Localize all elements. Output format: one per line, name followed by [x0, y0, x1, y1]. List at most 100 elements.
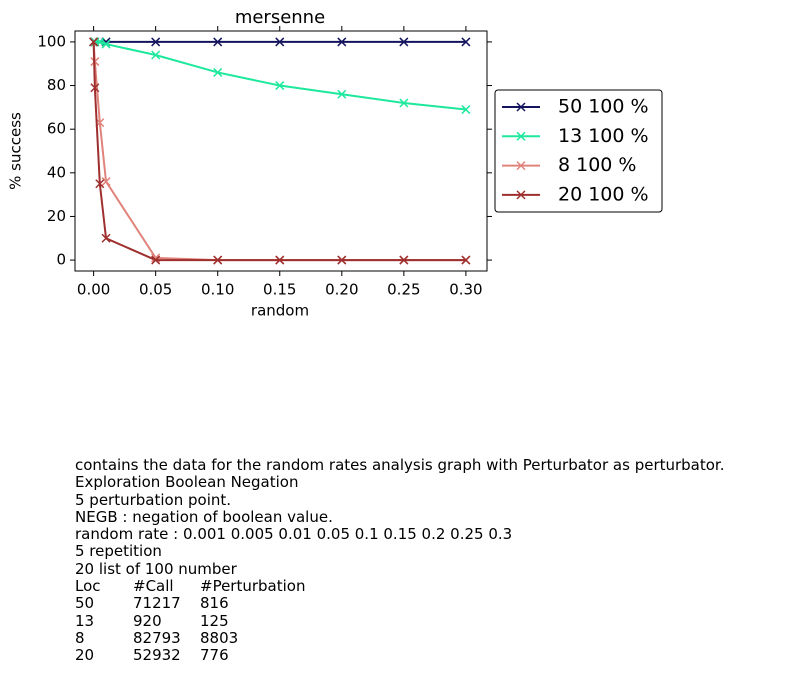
x-tick-label: 0.15: [263, 281, 296, 299]
marker-cross: [90, 83, 100, 93]
x-tick-label: 0.00: [77, 281, 110, 299]
marker: [151, 37, 161, 47]
table-row: Loc #Call #Perturbation: [75, 577, 725, 596]
marker: [461, 105, 471, 115]
legend-cross: [516, 161, 526, 171]
x-tick-label: 0.10: [201, 281, 234, 299]
marker: [151, 50, 161, 60]
marker-cross: [213, 255, 223, 265]
note-line: 5 perturbation point.: [75, 490, 232, 509]
legend-label: 50 100 %: [558, 96, 649, 118]
table-row: 50 71217 816: [75, 594, 725, 613]
marker: [213, 67, 223, 77]
marker-cross: [95, 179, 105, 189]
table-cell: #Call: [133, 577, 174, 596]
note-line: random rate : 0.001 0.005 0.01 0.05 0.1 …: [75, 525, 513, 544]
y-tick-label: 60: [47, 120, 66, 138]
series: [89, 37, 471, 265]
y-tick-label: 20: [47, 207, 66, 225]
table-row: 13 920 125: [75, 611, 725, 630]
y-tick-label: 40: [47, 163, 66, 181]
marker: [337, 37, 347, 47]
legend-label: 20 100 %: [558, 183, 649, 205]
marker-cross: [275, 81, 285, 91]
series-line: [92, 41, 466, 262]
table-cell: 816: [200, 594, 229, 613]
x-tick-label: 0.20: [325, 281, 358, 299]
legend-label: 8 100 %: [558, 154, 637, 176]
notes: contains the data for the random rates a…: [75, 456, 725, 665]
marker: [461, 37, 471, 47]
marker-cross: [101, 177, 111, 187]
marker-cross: [337, 37, 347, 47]
marker: [275, 81, 285, 91]
marker: [101, 177, 111, 187]
table-cell: 8: [75, 628, 85, 647]
marker-cross: [89, 37, 99, 47]
series-line: [92, 41, 466, 262]
marker: [337, 255, 347, 265]
legend-marker: [516, 131, 526, 141]
marker: [399, 98, 409, 108]
y-tick-label: 100: [37, 32, 66, 50]
table-row: 8 82793 8803: [75, 628, 725, 647]
table-row: 20 52932 776: [75, 646, 725, 665]
plot-frame: [74, 30, 488, 272]
marker-cross: [151, 37, 161, 47]
chart: mersenne random % success 0 20 40 60 80 100 0.…: [7, 7, 663, 320]
marker: [213, 37, 223, 47]
marker-cross: [275, 255, 285, 265]
x-tick-label: 0.05: [139, 281, 172, 299]
legend-box: [494, 89, 663, 213]
marker: [275, 255, 285, 265]
marker-cross: [101, 39, 111, 49]
table-cell: 50: [75, 594, 95, 613]
marker-cross: [213, 37, 223, 47]
table-cell: 920: [133, 611, 162, 630]
y-tick-label: 80: [47, 76, 66, 94]
note-line: NEGB : negation of boolean value.: [75, 507, 333, 526]
marker: [101, 39, 111, 49]
marker: [275, 37, 285, 47]
marker: [461, 255, 471, 265]
y-axis-label: % success: [7, 112, 25, 190]
marker-cross: [151, 50, 161, 60]
marker-cross: [461, 37, 471, 47]
marker-cross: [399, 98, 409, 108]
note-line: 5 repetition: [75, 542, 162, 561]
marker: [90, 83, 100, 93]
chart-title: mersenne: [235, 7, 325, 28]
legend-label: 13 100 %: [558, 125, 649, 147]
legend-cross: [516, 102, 526, 112]
marker-cross: [337, 255, 347, 265]
legend-marker: [516, 161, 526, 171]
marker-cross: [101, 233, 111, 243]
note-line: Exploration Boolean Negation: [75, 473, 299, 492]
legend-marker: [516, 190, 526, 200]
table-cell: 776: [200, 646, 229, 665]
marker: [89, 37, 99, 47]
legend-marker: [516, 102, 526, 112]
marker-cross: [337, 89, 347, 99]
marker-cross: [461, 255, 471, 265]
series: [89, 37, 471, 115]
marker: [399, 37, 409, 47]
x-tick-label: 0.30: [449, 281, 482, 299]
table-cell: 13: [75, 611, 95, 630]
legend-cross: [516, 131, 526, 141]
table-cell: 82793: [133, 628, 181, 647]
x-tick-label: 0.25: [387, 281, 420, 299]
marker: [95, 179, 105, 189]
marker: [399, 255, 409, 265]
table-cell: #Perturbation: [200, 577, 306, 596]
series: [89, 37, 471, 265]
marker-cross: [399, 255, 409, 265]
note-line: 20 list of 100 number: [75, 559, 237, 578]
x-axis-label: random: [251, 302, 309, 320]
marker-cross: [213, 67, 223, 77]
marker-cross: [399, 37, 409, 47]
marker: [213, 255, 223, 265]
note-line: contains the data for the random rates a…: [75, 456, 725, 474]
marker: [337, 89, 347, 99]
